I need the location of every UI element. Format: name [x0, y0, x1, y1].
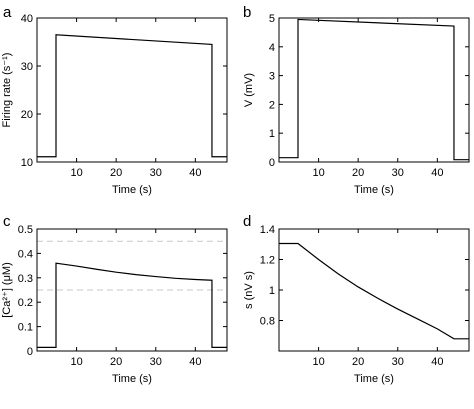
panel-b-y-axis-label: V (mV) — [243, 73, 255, 107]
panel-d-letter: d — [243, 213, 251, 230]
panel-d-x-tick-label-0: 10 — [312, 356, 324, 368]
panel-a-x-tick-label-3: 40 — [189, 167, 201, 179]
panel-d-series-line-0 — [279, 242, 469, 340]
panel-b-y-tick-label-2: 2 — [269, 99, 275, 111]
panel-d: d 10 20 30 40 0.8 1 1.2 1.4 Time (s) s (nV s) — [243, 213, 470, 385]
panel-a-y-tick-label-0: 10 — [21, 157, 33, 169]
panel-a-y-axis-label: Firing rate (s⁻¹) — [1, 53, 13, 128]
panel-a-y-tick-label-1: 20 — [21, 109, 33, 121]
panel-a-x-axis-label: Time (s) — [112, 184, 152, 196]
panel-c-x-tick-label-2: 30 — [150, 356, 162, 368]
panel-d-x-tick-label-2: 30 — [392, 356, 404, 368]
panel-c-y-tick-label-2: 0.2 — [18, 297, 33, 309]
panel-c-y-tick-label-4: 0.4 — [18, 248, 33, 260]
panel-b-letter: b — [243, 4, 251, 21]
panel-d-axes-box — [278, 228, 470, 352]
panel-d-x-tick-label-1: 20 — [352, 356, 364, 368]
panel-b-axes-box — [278, 17, 470, 163]
panel-b-y-tick-label-5: 5 — [269, 13, 275, 25]
panel-c-x-tick-label-0: 10 — [70, 356, 82, 368]
panel-d-y-tick-label-1: 1 — [269, 285, 275, 297]
panel-b-y-tick-label-1: 1 — [269, 128, 275, 140]
panel-d-x-axis-label: Time (s) — [354, 373, 394, 385]
panel-a-y-tick-label-2: 30 — [21, 61, 33, 73]
panel-c-y-tick-label-3: 0.3 — [18, 273, 33, 285]
panel-a-x-tick-label-2: 30 — [150, 167, 162, 179]
panel-b-y-tick-label-3: 3 — [269, 71, 275, 83]
panel-a-series-line-0 — [37, 34, 227, 158]
panel-c-axes-box — [36, 228, 228, 352]
panel-d-y-axis-label: s (nV s) — [243, 271, 255, 309]
panel-c-x-axis-label: Time (s) — [112, 373, 152, 385]
panel-b-x-tick-label-0: 10 — [312, 167, 324, 179]
panel-a-y-tick-label-3: 40 — [21, 13, 33, 25]
panel-c-y-tick-label-5: 0.5 — [18, 224, 33, 236]
panel-c: c 10 20 30 40 0 0.1 0.2 0.3 0.4 0.5 Time (s) [Ca²⁺]… — [1, 213, 228, 385]
panel-a-x-tick-label-1: 20 — [110, 167, 122, 179]
panel-b-x-axis-label: Time (s) — [354, 184, 394, 196]
panel-a-x-tick-label-0: 10 — [70, 167, 82, 179]
panel-c-y-tick-label-1: 0.1 — [18, 322, 33, 334]
panel-b-y-tick-label-0: 0 — [269, 157, 275, 169]
panel-c-y-tick-label-0: 0 — [27, 346, 33, 358]
panel-d-x-tick-label-3: 40 — [431, 356, 443, 368]
panel-b-x-tick-label-3: 40 — [431, 167, 443, 179]
panel-b: b 10 20 30 40 0 1 2 3 4 5 Time (s) V (mV) — [243, 4, 470, 196]
panel-b-x-tick-label-1: 20 — [352, 167, 364, 179]
panel-d-y-tick-label-3: 1.4 — [260, 224, 275, 236]
panel-d-y-tick-label-0: 0.8 — [260, 316, 275, 328]
panel-a: a 10 20 30 40 10 20 30 40 Time (s) Firing rate (s… — [1, 4, 228, 196]
panel-c-y-axis-label: [Ca²⁺] (μM) — [1, 262, 13, 318]
panel-c-series-line-0 — [37, 262, 227, 348]
panel-c-x-tick-label-3: 40 — [189, 356, 201, 368]
panel-c-letter: c — [3, 213, 11, 230]
panel-b-series-line-0 — [279, 18, 469, 161]
panel-a-letter: a — [3, 4, 12, 21]
panel-b-y-tick-label-4: 4 — [269, 42, 275, 54]
panel-b-x-tick-label-2: 30 — [392, 167, 404, 179]
panel-a-axes-box — [36, 17, 228, 163]
panel-c-x-tick-label-1: 20 — [110, 356, 122, 368]
panel-d-y-tick-label-2: 1.2 — [260, 255, 275, 267]
